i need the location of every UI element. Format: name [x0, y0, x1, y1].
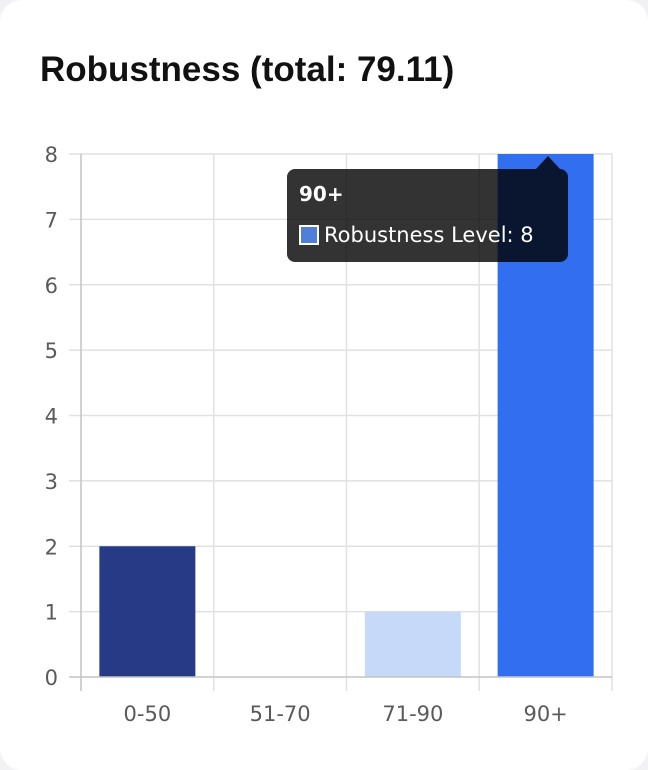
x-tick-labels: 0-50 51-70 71-90 90+ [124, 702, 568, 726]
chart-title: Robustness (total: 79.11) [40, 50, 455, 89]
tooltip-caret [536, 156, 560, 169]
y-tick-label: 7 [45, 208, 58, 232]
y-tick-label: 0 [45, 666, 58, 690]
x-tick-label: 71-90 [382, 702, 443, 726]
y-tick-label: 5 [45, 339, 58, 363]
y-tick-label: 3 [45, 470, 58, 494]
tooltip-swatch [299, 225, 319, 245]
tooltip-title: 90+ [299, 182, 344, 206]
y-tick-label: 1 [45, 601, 58, 625]
y-tick-label: 2 [45, 535, 58, 559]
y-tick-label: 4 [45, 405, 58, 429]
tooltip-label: Robustness Level: 8 [324, 223, 534, 247]
bar-71-90 [364, 611, 461, 677]
x-tick-label: 0-50 [124, 702, 172, 726]
tooltip-row: Robustness Level: 8 [299, 222, 534, 248]
x-tick-label: 51-70 [250, 702, 311, 726]
bar-0-50 [99, 546, 196, 677]
axes [69, 154, 612, 691]
x-tick-label: 90+ [523, 702, 567, 726]
chart-tooltip: 90+ Robustness Level: 8 [287, 169, 568, 262]
y-tick-label: 6 [45, 274, 58, 298]
y-tick-labels: 0 1 2 3 4 5 6 7 8 [45, 143, 58, 690]
y-tick-label: 8 [45, 143, 58, 167]
